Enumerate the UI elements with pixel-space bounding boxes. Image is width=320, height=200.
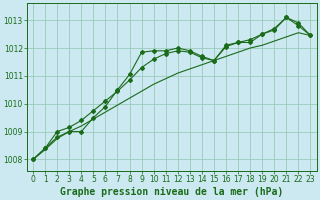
X-axis label: Graphe pression niveau de la mer (hPa): Graphe pression niveau de la mer (hPa) — [60, 186, 284, 197]
